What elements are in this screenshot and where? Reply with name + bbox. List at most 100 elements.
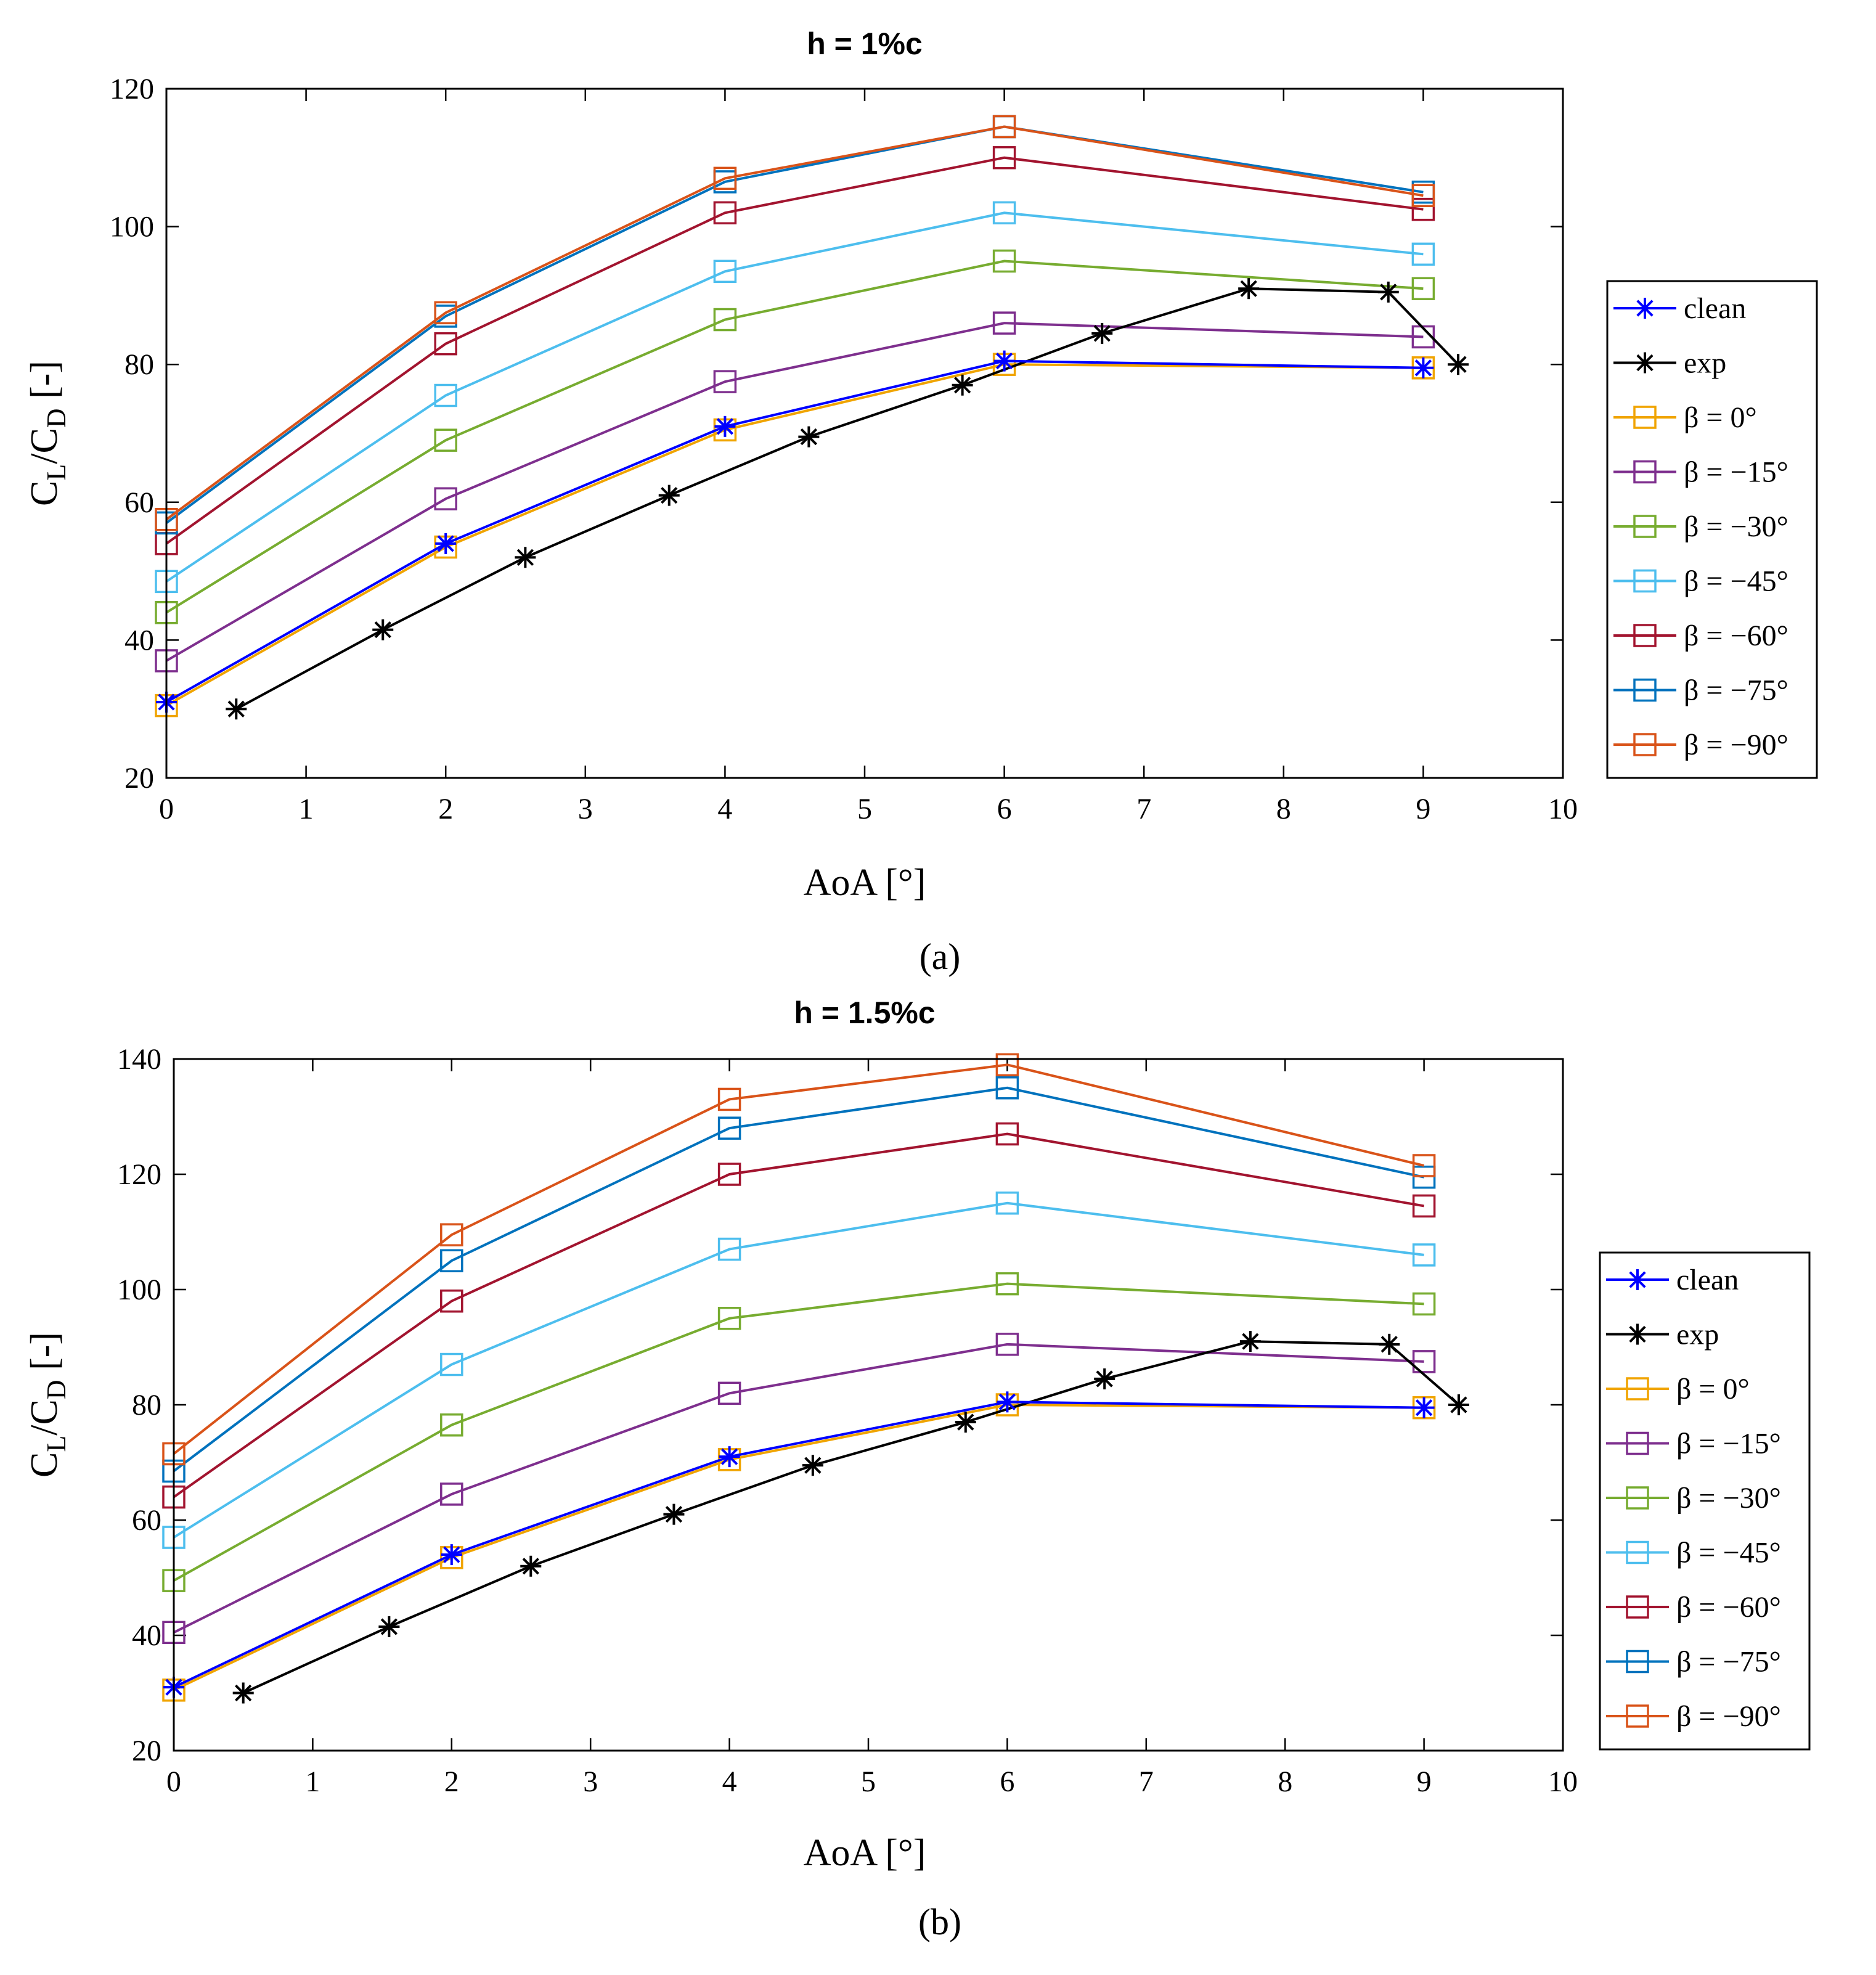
data-point (434, 332, 457, 356)
legend-item: β = −60° (1606, 1591, 1781, 1624)
legend-item: exp (1606, 1319, 1719, 1351)
data-point (992, 146, 1016, 170)
data-point (955, 1412, 976, 1433)
legend-item: β = 0° (1613, 401, 1757, 434)
series-line (165, 211, 1424, 583)
y-axis-label: CL/CD [-] (23, 361, 71, 506)
legend-label: β = −30° (1684, 510, 1788, 543)
data-point (713, 308, 737, 332)
legend-marker (1626, 1704, 1649, 1728)
tick-labels: 0 1 2 3 4 5 6 7 8 9 10 20 40 60 80 100 120 140 (117, 1043, 1578, 1798)
legend-label: β = −30° (1676, 1482, 1781, 1515)
data-point (440, 1249, 463, 1272)
series-5 (162, 1192, 1436, 1549)
legend-item: β = −45° (1606, 1537, 1781, 1569)
series-5 (155, 201, 1435, 594)
legend-marker (1634, 298, 1655, 319)
data-point (440, 1223, 463, 1246)
data-point (995, 1192, 1019, 1215)
x-tick-label: 9 (1416, 793, 1430, 825)
series-6 (155, 146, 1435, 555)
legend-label: clean (1684, 292, 1746, 325)
legend-item: β = −15° (1606, 1428, 1781, 1460)
data-point (1448, 1394, 1469, 1415)
data-point (435, 533, 457, 554)
data-point (663, 1503, 685, 1525)
data-point (1448, 354, 1469, 375)
chart-b: h = 1.5%c 0 1 2 3 4 5 6 7 8 9 1020406080100120140 … (23, 996, 1811, 1942)
legend-marker (1626, 1540, 1649, 1564)
legend-item: β = −30° (1613, 510, 1788, 543)
y-tick-label: 100 (117, 1274, 161, 1306)
legend-label: β = 0° (1676, 1373, 1750, 1405)
series-8 (155, 115, 1435, 531)
data-point (995, 1076, 1019, 1100)
x-tick-label: 6 (997, 793, 1012, 825)
x-tick-label: 7 (1139, 1765, 1154, 1798)
data-point (1411, 197, 1435, 221)
chart-a: h = 1%c 0 1 2 3 4 5 6 7 8 9 10 20 40 60 80 100 120 AoA [… (23, 27, 1818, 977)
data-point (992, 249, 1016, 273)
legend-marker (1626, 1377, 1649, 1400)
x-tick-label: 2 (438, 793, 453, 825)
data-point (1413, 357, 1434, 378)
data-point (434, 428, 457, 452)
data-point (658, 485, 680, 506)
data-point (440, 1482, 463, 1506)
series-4 (162, 1272, 1436, 1592)
series-4 (155, 249, 1435, 624)
x-tick-label: 1 (299, 793, 314, 825)
legend-label: β = −75° (1684, 674, 1788, 707)
series-layer (155, 115, 1469, 720)
legend-label: β = 0° (1684, 401, 1757, 434)
legend-marker (1633, 406, 1657, 429)
data-point (440, 1289, 463, 1313)
data-point (993, 350, 1015, 372)
data-point (798, 426, 820, 448)
data-point (515, 547, 536, 568)
y-axis-label: CL/CD [-] (23, 1332, 71, 1478)
data-point (719, 1446, 740, 1468)
data-point (713, 201, 737, 224)
data-point (952, 374, 973, 396)
y-tick-label: 40 (124, 624, 154, 656)
data-point (441, 1544, 462, 1566)
x-tick-label: 10 (1548, 793, 1578, 825)
x-axis-label: AoA [°] (804, 862, 926, 904)
legend-marker (1633, 569, 1657, 593)
data-point (992, 311, 1016, 335)
series-6 (162, 1122, 1436, 1509)
series-line (165, 260, 1424, 614)
legend-marker (1633, 624, 1657, 647)
series-line (173, 1086, 1425, 1473)
series-line (235, 287, 1459, 710)
data-point (1411, 242, 1435, 266)
data-point (434, 383, 457, 407)
series-line (173, 1282, 1424, 1582)
data-point (992, 115, 1016, 139)
data-point (1377, 281, 1399, 303)
plot-area (173, 1058, 1564, 1752)
data-point (226, 698, 247, 720)
data-point (1411, 325, 1435, 349)
data-point (378, 1616, 400, 1637)
series-line (173, 1132, 1424, 1499)
caption-a: (a) (920, 936, 961, 977)
x-tick-label: 9 (1417, 1765, 1432, 1798)
legend-label: exp (1676, 1319, 1719, 1351)
data-point (1238, 278, 1260, 300)
legend-label: clean (1676, 1264, 1739, 1296)
legend-label: β = −60° (1676, 1591, 1781, 1624)
data-point (1411, 184, 1435, 208)
y-tick-label: 20 (124, 762, 154, 795)
data-point (434, 301, 457, 325)
caption-b: (b) (918, 1902, 961, 1942)
data-point (372, 619, 394, 640)
legend-marker (1634, 352, 1655, 374)
x-tick-label: 2 (444, 1765, 459, 1798)
data-point (232, 1682, 254, 1704)
chart-title: h = 1%c (807, 27, 923, 61)
data-point (1412, 1194, 1436, 1218)
legend-label: β = −45° (1684, 565, 1788, 598)
